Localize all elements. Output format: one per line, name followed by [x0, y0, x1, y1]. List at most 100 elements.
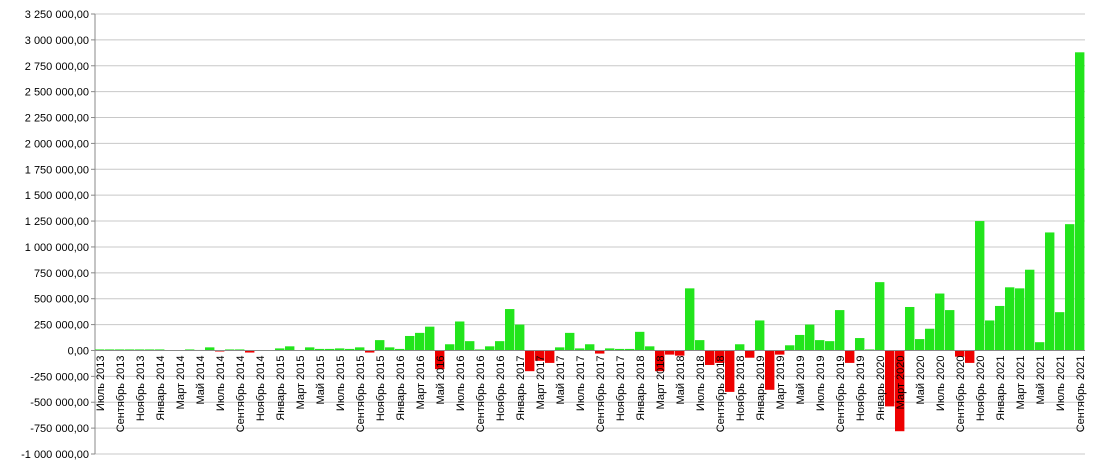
- bar: [225, 349, 235, 351]
- bar: [445, 344, 455, 351]
- bar: [1025, 269, 1035, 351]
- x-tick-label: Январь 2020: [875, 355, 887, 420]
- bar: [905, 306, 915, 351]
- bar: [435, 350, 445, 370]
- x-tick-label: Июль 2020: [935, 355, 947, 411]
- bar: [475, 349, 485, 351]
- x-tick-label: Сентябрь 2015: [355, 355, 367, 432]
- x-tick-label: Сентябрь 2017: [595, 355, 607, 432]
- bar: [895, 350, 905, 432]
- x-tick-label: Ноябрь 2014: [255, 355, 267, 421]
- x-tick-label: Март 2015: [295, 355, 307, 409]
- bar: [395, 348, 405, 351]
- bar: [665, 350, 675, 355]
- bar: [575, 348, 585, 351]
- bar: [685, 288, 695, 351]
- bar: [215, 350, 225, 352]
- bar: [765, 350, 775, 390]
- bar: [855, 338, 865, 351]
- bar: [115, 349, 125, 351]
- bar: [505, 309, 515, 351]
- y-tick-label: -250 000,00: [30, 371, 89, 383]
- y-tick-label: 2 000 000,00: [25, 138, 89, 150]
- bar: [865, 349, 875, 351]
- bar: [465, 341, 475, 351]
- y-tick-label: 1 250 000,00: [25, 216, 89, 228]
- x-tick-label: Июль 2018: [695, 355, 707, 411]
- bar: [535, 350, 545, 361]
- x-tick-label: Март 2019: [775, 355, 787, 409]
- bar: [385, 347, 395, 351]
- y-tick-label: 3 250 000,00: [25, 9, 89, 21]
- bar: [835, 310, 845, 351]
- bar: [345, 348, 355, 351]
- bar: [925, 328, 935, 351]
- bar: [795, 334, 805, 351]
- bar: [135, 349, 145, 351]
- y-tick-label: 500 000,00: [34, 294, 89, 306]
- bar: [455, 321, 465, 351]
- bar: [565, 332, 575, 351]
- x-tick-label: Сентябрь 2018: [715, 355, 727, 432]
- bar: [1065, 224, 1075, 351]
- bar: [815, 340, 825, 351]
- y-tick-label: 1 000 000,00: [25, 242, 89, 254]
- bar: [985, 320, 995, 351]
- bar: [415, 332, 425, 351]
- bar: [205, 347, 215, 351]
- x-tick-label: Сентябрь 2016: [475, 355, 487, 432]
- bar: [945, 310, 955, 351]
- bar: [105, 349, 115, 351]
- bar: [355, 347, 365, 351]
- bar: [715, 350, 725, 363]
- y-tick-label: 2 250 000,00: [25, 113, 89, 125]
- y-tick-label: -1 000 000,00: [21, 449, 89, 461]
- bar: [365, 350, 375, 353]
- x-tick-label: Ноябрь 2017: [615, 355, 627, 421]
- x-tick-label: Ноябрь 2018: [735, 355, 747, 421]
- x-tick-label: Январь 2014: [155, 355, 167, 420]
- x-tick-label: Июль 2015: [335, 355, 347, 411]
- bar: [1045, 232, 1055, 351]
- bar: [185, 349, 195, 351]
- bar: [155, 349, 165, 351]
- bar: [285, 346, 295, 351]
- x-tick-label: Сентябрь 2020: [955, 355, 967, 432]
- bar: [705, 350, 715, 365]
- bar: [335, 348, 345, 351]
- bar: [1055, 312, 1065, 351]
- x-tick-label: Ноябрь 2019: [855, 355, 867, 421]
- bar: [875, 282, 885, 351]
- bar: [635, 331, 645, 351]
- x-tick-label: Март 2017: [535, 355, 547, 409]
- bar: [515, 324, 525, 351]
- bar: [655, 350, 665, 372]
- x-tick-label: Январь 2016: [395, 355, 407, 420]
- bar: [605, 348, 615, 351]
- x-tick-label: Март 2021: [1015, 355, 1027, 409]
- bar: [1075, 52, 1085, 351]
- x-tick-label: Март 2018: [655, 355, 667, 409]
- bar: [405, 335, 415, 351]
- bar: [775, 350, 785, 355]
- y-tick-label: 3 000 000,00: [25, 35, 89, 47]
- x-tick-label: Июль 2021: [1055, 355, 1067, 411]
- bar: [245, 350, 255, 353]
- y-tick-label: 2 750 000,00: [25, 61, 89, 73]
- bar: [675, 350, 685, 356]
- y-tick-label: 0,00: [68, 345, 89, 357]
- x-tick-label: Июль 2017: [575, 355, 587, 411]
- bar: [1035, 342, 1045, 351]
- x-tick-label: Май 2021: [1035, 355, 1047, 404]
- bar: [595, 350, 605, 354]
- bar: [315, 348, 325, 351]
- bar: [625, 348, 635, 351]
- x-tick-label: Июль 2019: [815, 355, 827, 411]
- bar: [555, 347, 565, 351]
- x-tick-label: Март 2016: [415, 355, 427, 409]
- bar: [145, 349, 155, 351]
- bar: [975, 221, 985, 351]
- bar: [485, 346, 495, 351]
- y-tick-label: 1 750 000,00: [25, 164, 89, 176]
